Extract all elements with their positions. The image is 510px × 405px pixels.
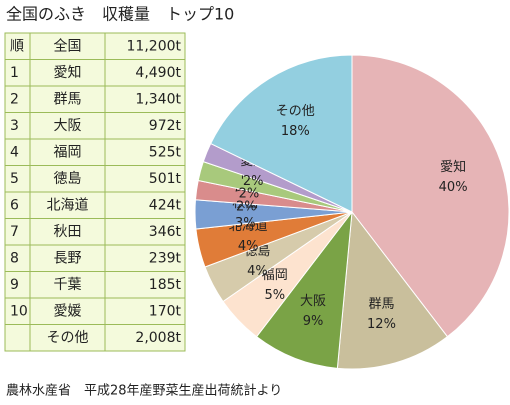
table-text: 群馬	[54, 91, 82, 107]
table-text: 9	[10, 277, 19, 293]
table-cell	[104, 324, 186, 352]
table-cell	[29, 191, 106, 219]
table-text: 4	[10, 144, 19, 160]
slice-percent: 4%	[247, 264, 268, 279]
table-cell	[4, 112, 31, 140]
table-text: 1,340t	[135, 91, 181, 107]
slice-percent: 40%	[439, 180, 468, 195]
slice-percent: 4%	[238, 239, 259, 254]
table-text: 順	[10, 38, 24, 54]
table-cell	[4, 165, 31, 193]
table-cell	[104, 59, 186, 87]
slice-percent: 2%	[239, 187, 260, 202]
table-text: 秋田	[54, 224, 82, 240]
table-text: 千葉	[54, 277, 82, 293]
table-cell	[104, 244, 186, 272]
slice-percent: 9%	[303, 314, 324, 329]
table-text: 徳島	[54, 171, 82, 187]
slice-percent: 2%	[236, 200, 257, 215]
slice-percent: 3%	[235, 216, 256, 231]
pie: 愛知40%群馬12%大阪9%福岡5%徳島4%北海道4%秋田3%長野2%千葉2%愛…	[194, 54, 510, 370]
table-text: 972t	[149, 118, 182, 134]
table-text: 3	[10, 118, 19, 134]
table-text: 424t	[149, 197, 182, 213]
table-text: その他	[47, 330, 89, 346]
table-text: 525t	[149, 144, 182, 160]
slice-name: その他	[276, 104, 315, 119]
table-text: 6	[10, 197, 19, 213]
slice-name: 愛知	[440, 159, 466, 175]
slice-percent: 12%	[367, 317, 396, 332]
pie-slice	[255, 210, 353, 369]
table-text: 北海道	[47, 197, 89, 213]
table-cell	[29, 218, 106, 246]
table-text: 4,490t	[135, 65, 181, 81]
table-text: 2	[10, 91, 19, 107]
table-cell	[4, 297, 31, 325]
table-text: 1	[10, 65, 19, 81]
table-text: 長野	[54, 250, 82, 266]
table-cell	[104, 112, 186, 140]
table-text: 愛知	[54, 64, 82, 81]
table-text: 239t	[149, 250, 182, 266]
table-text: 11,200t	[127, 38, 182, 54]
table-text: 8	[10, 250, 19, 266]
pie-slice	[336, 210, 449, 370]
table-text: 2,008t	[135, 330, 181, 346]
source: 農林水産省 平成28年産野菜生産出荷統計より	[6, 383, 282, 399]
table-cell	[29, 32, 106, 60]
table-text: 5	[10, 171, 19, 187]
table-cell	[104, 218, 186, 246]
table-text: 346t	[149, 224, 182, 240]
table-cell	[4, 191, 31, 219]
pie-slice	[351, 54, 510, 338]
table-cell	[29, 85, 106, 113]
table-cell	[29, 271, 106, 299]
slice-name: 福岡	[262, 268, 288, 283]
table-cell	[29, 165, 106, 193]
table-text: 福岡	[54, 144, 82, 160]
table-text: 501t	[149, 171, 182, 187]
slice-name: 群馬	[368, 297, 394, 312]
table-text: 170t	[149, 303, 182, 319]
title: 全国のふき 収穫量 トップ10	[6, 5, 234, 24]
table-cell	[104, 191, 186, 219]
slice-percent: 2%	[243, 174, 264, 189]
slice-percent: 5%	[264, 288, 285, 303]
table: 順全国 11,200t1 愛知 4,490t2 群馬 1,340t3 大阪 972t4 福岡 52…	[4, 32, 186, 352]
table-text: 185t	[149, 277, 182, 293]
pie-slice	[210, 54, 353, 213]
table-cell	[29, 138, 106, 166]
table-text: 大阪	[54, 118, 82, 134]
table-text: 10	[10, 303, 28, 319]
slice-percent: 18%	[281, 124, 310, 139]
slice-name: 大阪	[300, 294, 326, 309]
table-cell	[4, 324, 31, 352]
table-text: 愛媛	[54, 303, 82, 319]
table-cell	[104, 165, 186, 193]
table-cell	[29, 324, 106, 352]
table-text: 全国	[54, 37, 82, 54]
table-cell	[104, 297, 186, 325]
table-cell	[4, 218, 31, 246]
table-cell	[104, 271, 186, 299]
table-text: 7	[10, 224, 19, 240]
